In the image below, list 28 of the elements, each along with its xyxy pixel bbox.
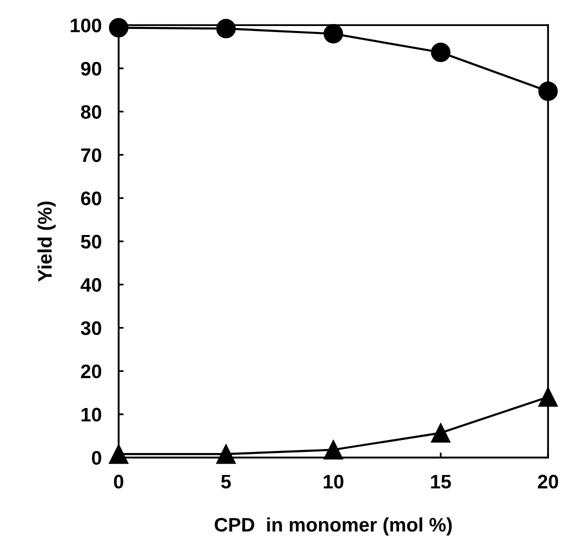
point (216, 18, 236, 38)
x-tick-label: 10 (324, 474, 344, 489)
y-tick-label: 90 (81, 62, 102, 76)
x-tick-label: 20 (538, 474, 558, 489)
point (216, 444, 236, 464)
point (324, 440, 344, 460)
point (108, 18, 128, 38)
point (108, 444, 128, 464)
point (430, 423, 450, 443)
y-tick-label: 80 (80, 105, 102, 119)
x-tick-label: 5 (221, 474, 231, 489)
y-tick-label: 10 (82, 408, 102, 422)
y-tick-label: 0 (92, 451, 102, 465)
y-axis-title: Yield (%) (38, 202, 56, 282)
x-tick-label: 15 (431, 474, 451, 489)
y-tick-label: 30 (80, 321, 102, 336)
y-tick-label: 100 (70, 18, 102, 32)
y-tick-label: 60 (81, 192, 102, 206)
y-tick-label: 50 (80, 234, 102, 249)
x-axis-title: CPD in monomer (mol %) (214, 517, 452, 536)
point (324, 24, 344, 44)
point (430, 42, 450, 62)
point (538, 387, 558, 407)
y-tick-label: 70 (81, 148, 102, 162)
y-tick-label: 20 (81, 364, 102, 378)
x-tick-label: 0 (114, 474, 124, 489)
y-tick-label: 40 (80, 278, 102, 292)
point (538, 82, 558, 101)
